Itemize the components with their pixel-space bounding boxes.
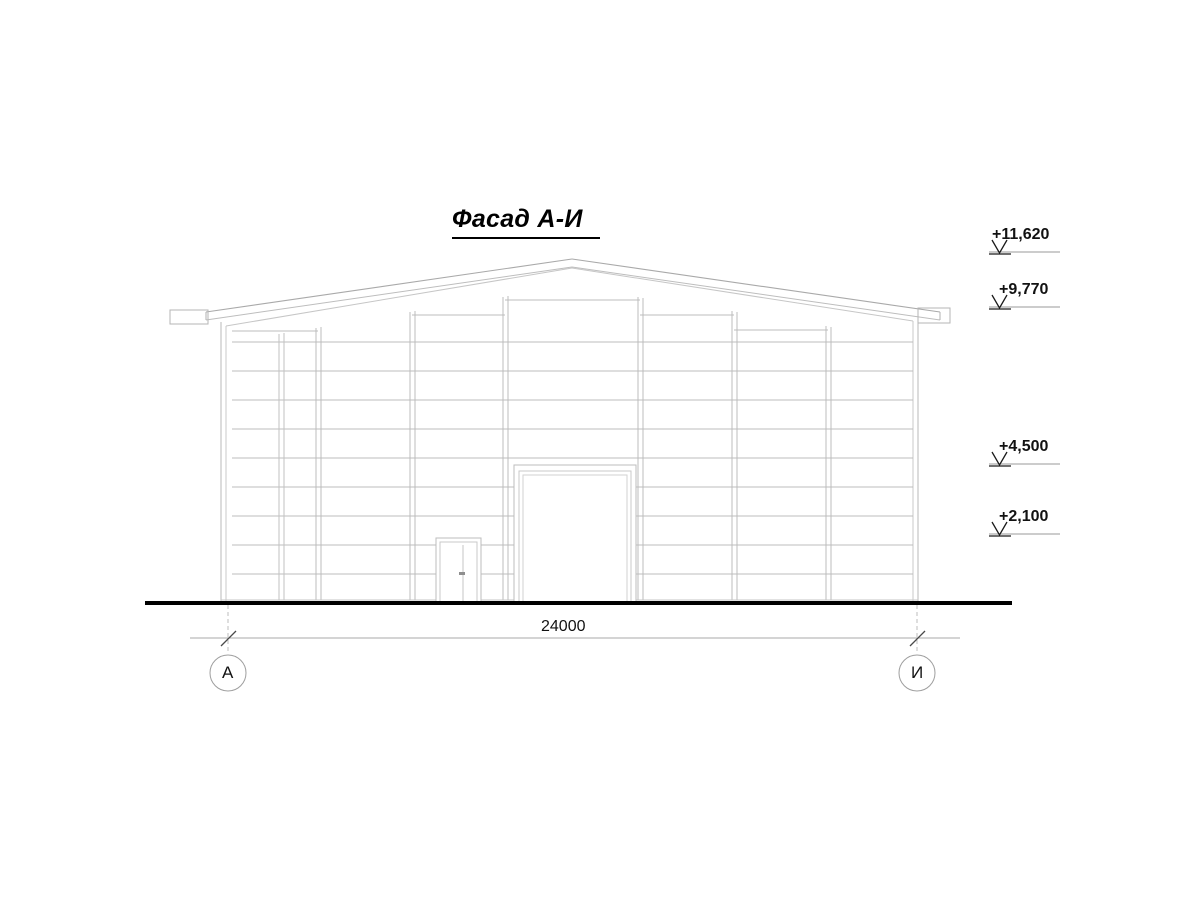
dimension-group <box>190 605 960 652</box>
mullion <box>731 311 738 600</box>
mullion <box>637 297 644 600</box>
level-label-11620: +11,620 <box>992 226 1050 243</box>
facade-group <box>145 258 1012 605</box>
level-arrow-icon <box>991 451 1008 467</box>
mullion <box>409 311 416 600</box>
level-marks-group <box>989 239 1060 537</box>
dimension-tick-icon <box>909 630 926 647</box>
ground-line <box>145 601 1012 605</box>
wall-mullions <box>278 296 832 600</box>
mullion <box>315 327 322 600</box>
gutter-right <box>917 307 951 324</box>
level-mark-2100 <box>989 521 1060 537</box>
page-title-underline <box>452 237 600 239</box>
page-title: Фасад А-И <box>452 205 583 233</box>
personnel-door[interactable] <box>435 537 482 604</box>
grid-label-i: И <box>911 663 924 682</box>
roof-outline <box>205 258 941 321</box>
level-mark-4500 <box>989 451 1060 467</box>
level-label-2100: +2,100 <box>999 508 1049 525</box>
mullion <box>502 296 509 600</box>
gutter-left <box>169 309 209 325</box>
level-mark-11620 <box>989 239 1060 255</box>
dimension-label-24000: 24000 <box>541 618 586 635</box>
dimension-tick-icon <box>220 630 237 647</box>
level-arrow-icon <box>991 521 1008 537</box>
grid-bubble-i[interactable] <box>898 654 936 692</box>
mullion <box>278 333 285 600</box>
grid-bubbles-group <box>209 654 936 692</box>
vehicle-gate[interactable] <box>513 464 637 604</box>
level-label-4500: +4,500 <box>999 438 1049 455</box>
mullion <box>825 326 832 600</box>
level-arrow-icon <box>991 294 1008 310</box>
grid-label-a: А <box>222 663 234 682</box>
level-arrow-icon <box>991 239 1008 255</box>
level-label-9770: +9,770 <box>999 281 1049 298</box>
level-mark-9770 <box>989 294 1060 310</box>
grid-bubble-a[interactable] <box>209 654 247 692</box>
door-handle-icon <box>459 572 465 575</box>
